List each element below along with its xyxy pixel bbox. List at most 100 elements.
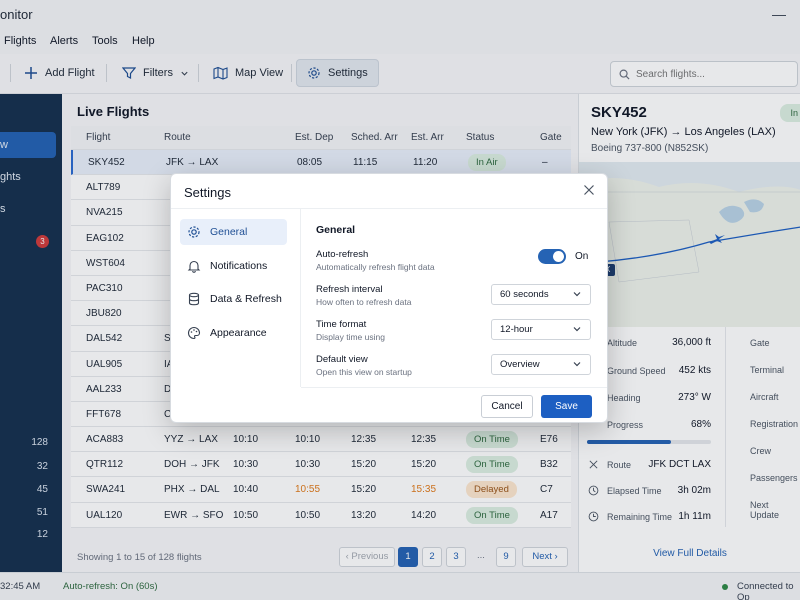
default-view-select[interactable]: Overview: [491, 354, 591, 375]
route-cell: DOH → JFK: [164, 459, 220, 471]
settings-nav-appearance[interactable]: Appearance: [180, 320, 287, 346]
default-view-label: Default view: [316, 354, 368, 365]
refresh-interval-value: 60 seconds: [500, 289, 549, 300]
gate-cell: B32: [540, 459, 558, 471]
gate-cell: C7: [540, 484, 553, 496]
map-view-button[interactable]: Map View: [203, 59, 293, 87]
route-value: JFK DCT LAX: [648, 459, 711, 470]
page-1-button[interactable]: 1: [398, 547, 418, 567]
sidebar-item-label: w: [0, 139, 8, 151]
column-header-est-arr[interactable]: Est. Arr: [411, 132, 444, 143]
default-view-value: Overview: [500, 359, 540, 370]
est-arr-cell: 14:20: [411, 509, 437, 521]
settings-nav: General Notifications Data & Refresh App…: [171, 209, 301, 387]
remaining-time-label: Remaining Time: [607, 512, 673, 522]
dialog-title: Settings: [184, 185, 231, 200]
flight-cell: JBU820: [86, 308, 122, 320]
flight-cell: AAL233: [86, 383, 122, 395]
settings-nav-general[interactable]: General: [180, 219, 287, 245]
route-label: Route: [607, 460, 632, 470]
plus-icon: [25, 67, 37, 79]
column-header-flight[interactable]: Flight: [86, 132, 111, 143]
search-input[interactable]: [636, 68, 786, 80]
filters-button[interactable]: Filters: [112, 59, 199, 87]
column-header-sched-arr[interactable]: Sched. Arr: [351, 132, 398, 143]
search-icon: [619, 69, 630, 80]
status-time: 32:45 AM: [0, 581, 41, 592]
close-button[interactable]: [583, 183, 595, 200]
settings-nav-data-refresh[interactable]: Data & Refresh: [180, 286, 287, 312]
airplane-icon: [709, 234, 725, 244]
refresh-interval-select[interactable]: 60 seconds: [491, 284, 591, 305]
flight-map[interactable]: X: [579, 162, 800, 327]
sidebar-item-overview[interactable]: w: [0, 132, 56, 158]
minimize-button[interactable]: —: [772, 6, 786, 22]
database-icon: [188, 292, 200, 306]
table-row[interactable]: QTR112 DOH → JFK 10:30 10:30 15:20 15:20 On Ti…: [71, 452, 571, 478]
column-header-est-dep[interactable]: Est. Dep: [295, 132, 334, 143]
page-9-button[interactable]: 9: [496, 547, 516, 567]
auto-refresh-state: On: [575, 251, 589, 262]
table-row[interactable]: SWA241 PHX → DAL 10:40 10:55 15:20 15:35 Delay…: [71, 477, 571, 503]
save-button[interactable]: Save: [541, 395, 592, 418]
column-header-status[interactable]: Status: [466, 132, 495, 143]
sidebar-count: 12: [36, 529, 48, 540]
search-box[interactable]: [610, 61, 798, 87]
sidebar-item-airports[interactable]: s: [0, 196, 56, 222]
default-view-desc: Open this view on startup: [316, 367, 412, 377]
menu-flights[interactable]: Flights: [4, 35, 37, 47]
chevron-down-icon: [181, 71, 188, 76]
pagination-info: Showing 1 to 15 of 128 flights: [77, 552, 202, 563]
view-full-details-link[interactable]: View Full Details: [653, 548, 727, 559]
cancel-button[interactable]: Cancel: [481, 395, 533, 418]
sidebar-item-alerts[interactable]: 3: [0, 228, 56, 254]
time-format-select[interactable]: 12-hour: [491, 319, 591, 340]
time-format-value: 12-hour: [500, 324, 533, 335]
settings-nav-notifications[interactable]: Notifications: [180, 253, 287, 279]
dialog-footer-divider: [301, 387, 607, 388]
auto-refresh-toggle[interactable]: [538, 249, 566, 264]
page-3-button[interactable]: 3: [446, 547, 466, 567]
table-row[interactable]: SKY452 JFK → LAX 08:05 11:15 11:20 In Air –: [71, 150, 571, 176]
sidebar-item-flights[interactable]: ghts: [0, 164, 56, 190]
altitude-value: 36,000 ft: [672, 337, 711, 348]
menu-bar: Flights Alerts Tools Help: [0, 30, 800, 54]
auto-refresh-desc: Automatically refresh flight data: [316, 262, 435, 272]
next-page-button[interactable]: Next ›: [522, 547, 568, 567]
table-header: Flight Route Est. Dep Sched. Arr Est. Ar…: [71, 126, 571, 150]
palette-icon: [188, 326, 201, 340]
close-icon: [584, 185, 594, 195]
menu-tools[interactable]: Tools: [92, 35, 118, 47]
ground-speed-label: Ground Speed: [607, 366, 666, 376]
column-header-gate[interactable]: Gate: [540, 132, 562, 143]
add-flight-button[interactable]: Add Flight: [14, 59, 105, 87]
toolbar-divider: [291, 64, 292, 82]
aircraft-label: Aircraft: [750, 392, 779, 402]
gate-cell: –: [542, 157, 548, 168]
sidebar-count: 45: [36, 484, 48, 495]
sched-dep-cell: 10:10: [233, 434, 259, 446]
auto-refresh-status: Auto-refresh: On (60s): [63, 581, 158, 592]
settings-label: Settings: [328, 67, 368, 79]
detail-aircraft: Boeing 737-800 (N852SK): [591, 143, 709, 154]
auto-refresh-label: Auto-refresh: [316, 249, 369, 260]
map-icon: [213, 66, 228, 80]
page-2-button[interactable]: 2: [422, 547, 442, 567]
menu-alerts[interactable]: Alerts: [50, 35, 79, 47]
flight-cell: QTR112: [86, 459, 124, 471]
previous-page-button[interactable]: ‹ Previous: [339, 547, 395, 567]
toolbar-divider: [198, 64, 199, 82]
elapsed-time-value: 3h 02m: [677, 485, 711, 496]
status-bar: 32:45 AM Auto-refresh: On (60s) Connecte…: [0, 572, 800, 600]
clock-icon: [588, 485, 599, 496]
column-header-route[interactable]: Route: [164, 132, 191, 143]
route-cell: EWR → SFO: [164, 509, 224, 521]
menu-help[interactable]: Help: [132, 35, 155, 47]
status-badge: On Time: [466, 456, 518, 474]
sched-arr-cell: 15:20: [351, 484, 377, 496]
table-row[interactable]: ACA883 YYZ → LAX 10:10 10:10 12:35 12:35 On Ti…: [71, 427, 571, 453]
progress-label: Progress: [607, 420, 644, 430]
table-row[interactable]: UAL120 EWR → SFO 10:50 10:50 13:20 14:20 On Ti…: [71, 502, 571, 528]
settings-button[interactable]: Settings: [296, 59, 379, 87]
chevron-down-icon: [573, 292, 581, 297]
